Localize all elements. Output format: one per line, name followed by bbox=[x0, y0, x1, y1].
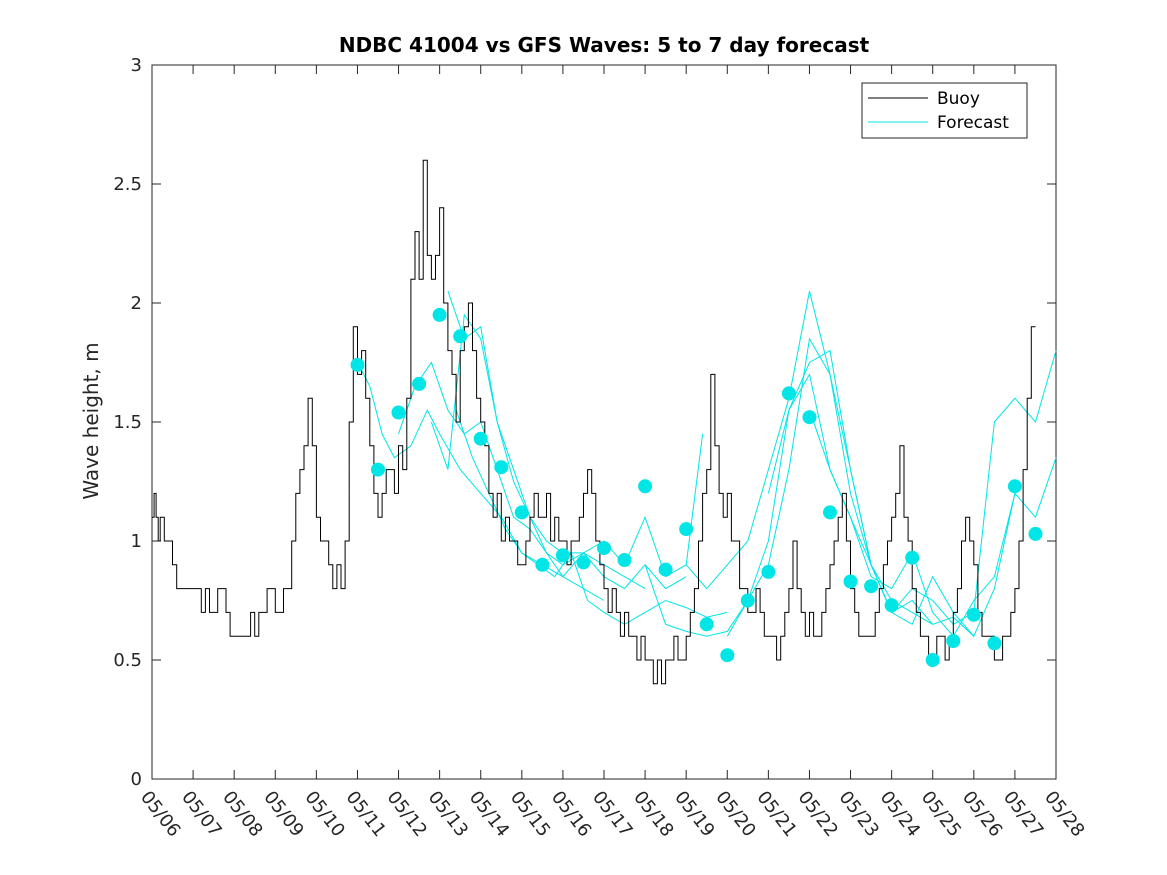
forecast-marker bbox=[453, 329, 468, 344]
y-tick-label: 1.5 bbox=[113, 412, 142, 433]
forecast-marker bbox=[946, 634, 961, 648]
y-tick-label: 0 bbox=[131, 769, 142, 790]
forecast-line-1 bbox=[357, 362, 605, 601]
forecast-marker bbox=[884, 598, 899, 613]
y-tick-label: 2.5 bbox=[113, 174, 142, 195]
y-tick-label: 2 bbox=[131, 293, 142, 314]
y-tick-label: 0.5 bbox=[113, 650, 142, 671]
forecast-line-10 bbox=[809, 409, 1057, 638]
forecast-marker bbox=[1028, 526, 1043, 541]
forecast-marker bbox=[823, 505, 837, 520]
forecast-marker bbox=[781, 386, 796, 401]
forecast-marker bbox=[843, 574, 858, 589]
forecast-marker bbox=[658, 562, 673, 577]
forecast-marker bbox=[761, 564, 776, 579]
legend-box bbox=[861, 82, 1028, 139]
forecast-marker bbox=[597, 541, 611, 556]
forecast-marker bbox=[864, 579, 879, 594]
legend-label-buoy: Buoy bbox=[937, 89, 980, 109]
forecast-line-7 bbox=[685, 290, 975, 637]
forecast-marker bbox=[371, 462, 385, 477]
forecast-marker bbox=[987, 636, 1002, 651]
forecast-marker bbox=[576, 555, 591, 570]
buoy-line bbox=[152, 159, 1036, 685]
y-tick-label: 1 bbox=[131, 531, 142, 552]
forecast-marker bbox=[555, 548, 570, 563]
forecast-line-3 bbox=[430, 313, 687, 590]
forecast-marker bbox=[494, 460, 509, 475]
forecast-marker bbox=[638, 479, 653, 494]
forecast-marker bbox=[412, 376, 427, 391]
forecast-marker bbox=[966, 607, 981, 622]
forecast-marker bbox=[350, 357, 365, 372]
forecast-marker bbox=[925, 653, 940, 667]
forecast-marker bbox=[740, 593, 755, 608]
forecast-marker bbox=[432, 307, 447, 322]
forecast-marker bbox=[617, 553, 632, 567]
forecast-marker bbox=[1007, 479, 1022, 494]
forecast-marker bbox=[514, 505, 529, 520]
forecast-marker bbox=[391, 405, 406, 420]
forecast-marker bbox=[905, 550, 920, 565]
y-axis-label: Wave height, m bbox=[79, 342, 103, 499]
forecast-marker bbox=[679, 522, 694, 537]
forecast-marker bbox=[720, 648, 735, 663]
legend: Buoy Forecast bbox=[861, 82, 1028, 139]
forecast-marker bbox=[535, 557, 550, 572]
forecast-marker bbox=[699, 617, 714, 632]
chart-title: NDBC 41004 vs GFS Waves: 5 to 7 day fore… bbox=[339, 33, 870, 57]
y-tick-label: 3 bbox=[131, 55, 142, 76]
forecast-line-2 bbox=[398, 361, 646, 590]
legend-label-forecast: Forecast bbox=[937, 113, 1009, 133]
forecast-marker bbox=[473, 431, 488, 446]
forecast-marker bbox=[802, 410, 817, 425]
